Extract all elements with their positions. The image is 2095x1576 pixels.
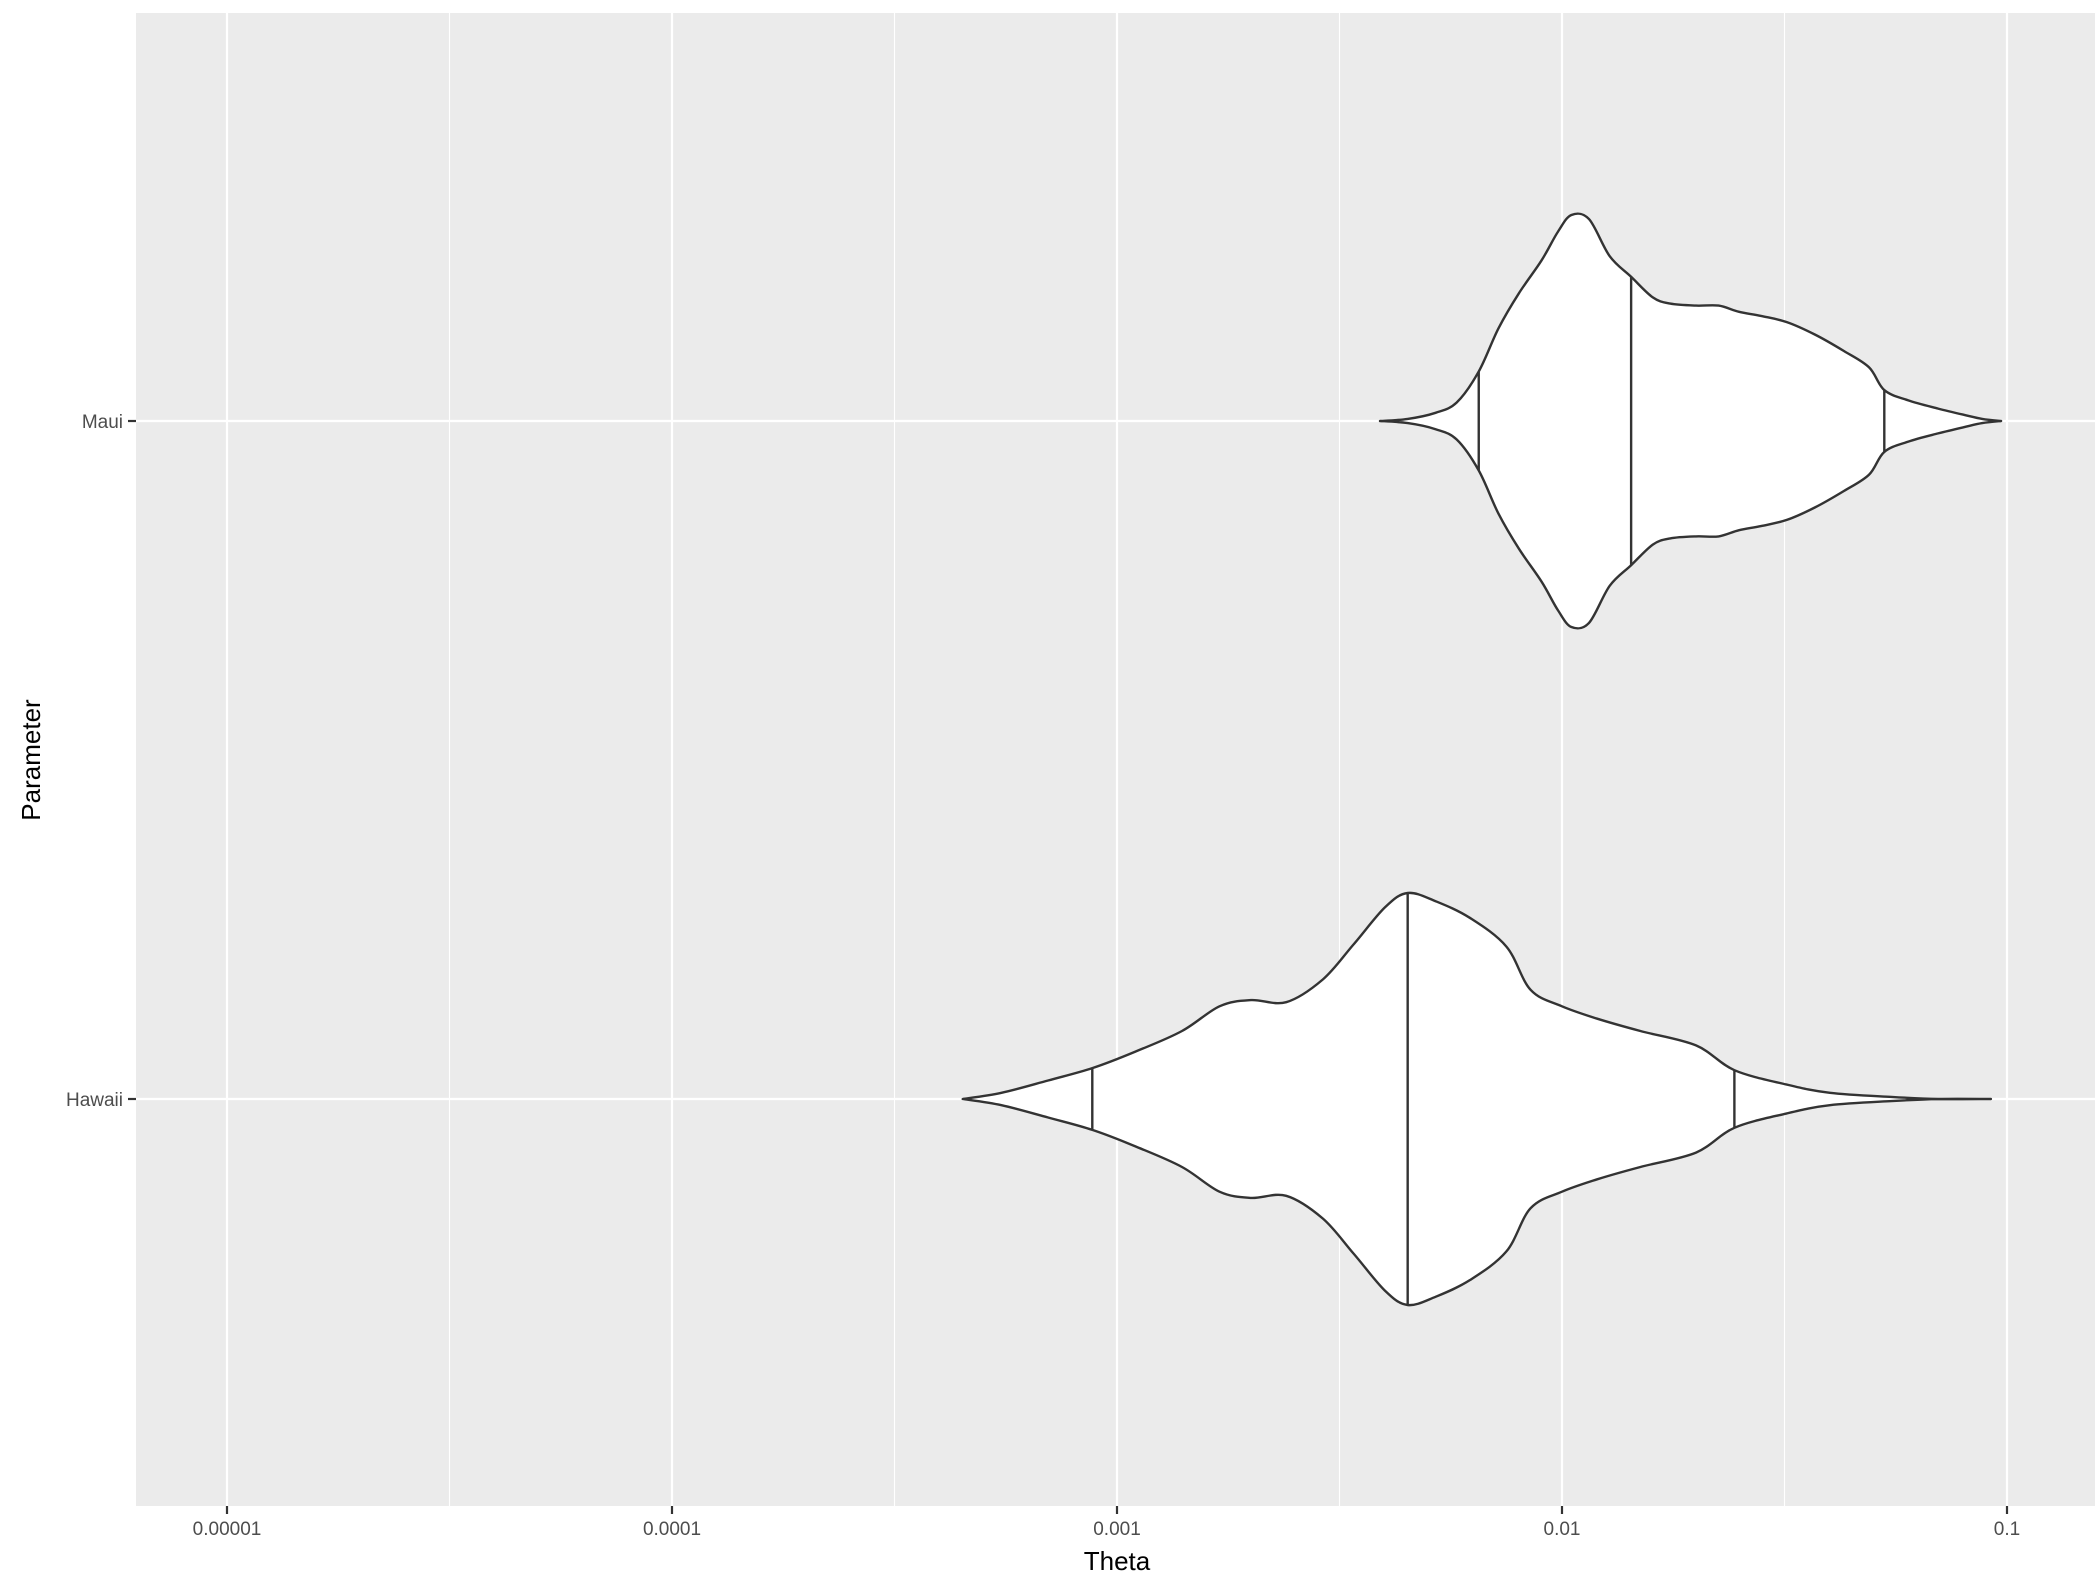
- x-tick-label: 0.0001: [643, 1519, 701, 1540]
- violin-hawaii: [961, 891, 1993, 1307]
- violin-body-maui: [1378, 212, 2003, 630]
- y-axis-title: Parameter: [16, 699, 46, 821]
- violins: [961, 212, 2003, 1307]
- violin-body-hawaii: [961, 891, 1993, 1307]
- y-tick-label: Maui: [82, 412, 123, 433]
- x-tick-label: 0.1: [1994, 1519, 2020, 1540]
- x-tick-label: 0.001: [1093, 1519, 1141, 1540]
- x-tick-label: 0.01: [1544, 1519, 1581, 1540]
- x-axis: 0.00001 0.0001 0.001 0.01 0.1: [193, 1506, 2020, 1540]
- x-tick-label: 0.00001: [193, 1519, 262, 1540]
- x-axis-title: Theta: [1084, 1546, 1151, 1576]
- y-tick-label: Hawaii: [66, 1090, 123, 1111]
- panel-background: [136, 13, 2095, 1506]
- violin-maui: [1378, 212, 2003, 630]
- y-axis: Hawaii Maui: [66, 412, 136, 1111]
